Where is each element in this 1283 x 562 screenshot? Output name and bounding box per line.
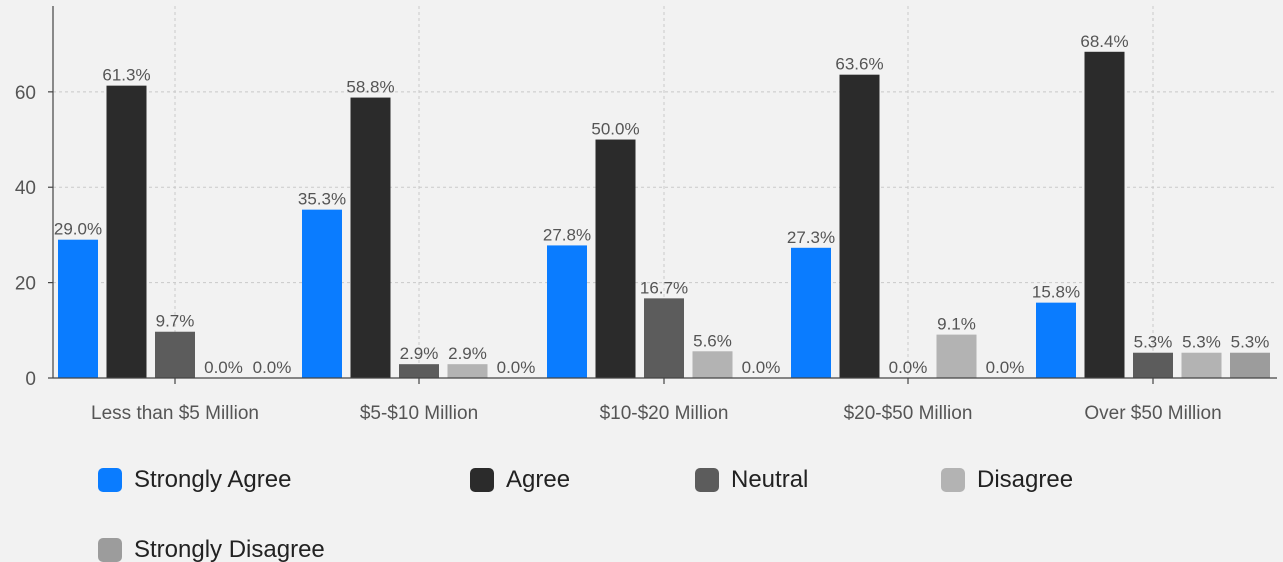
bar[interactable]: [302, 209, 342, 378]
bar[interactable]: [644, 298, 684, 378]
data-label: 0.0%: [889, 358, 928, 377]
data-label: 61.3%: [102, 66, 150, 85]
legend-swatch: [941, 468, 965, 492]
bar[interactable]: [1133, 352, 1173, 378]
data-label: 29.0%: [54, 220, 102, 239]
legend-item[interactable]: Neutral: [695, 458, 808, 502]
legend-label: Agree: [506, 466, 571, 493]
x-tick-label: Over $50 Million: [1084, 403, 1221, 424]
x-tick-label: $20-$50 Million: [844, 403, 973, 424]
y-tick-label: 40: [15, 178, 36, 199]
data-label: 50.0%: [591, 120, 639, 139]
data-label: 5.3%: [1182, 333, 1221, 352]
data-label: 0.0%: [742, 358, 781, 377]
legend-swatch: [98, 468, 122, 492]
bar[interactable]: [350, 97, 391, 379]
bar[interactable]: [547, 245, 587, 378]
data-label: 5.3%: [1134, 333, 1173, 352]
y-tick-label: 20: [15, 274, 36, 295]
legend-label: Neutral: [731, 466, 809, 493]
bar[interactable]: [839, 74, 880, 378]
legend-label: Strongly Disagree: [134, 536, 325, 562]
data-label: 27.3%: [787, 228, 835, 247]
legend-label: Disagree: [977, 466, 1074, 493]
legend-item[interactable]: Disagree: [941, 458, 1073, 502]
data-label: 27.8%: [543, 225, 591, 244]
data-label: 63.6%: [835, 55, 883, 74]
y-tick-label: 60: [15, 83, 36, 104]
data-label: 0.0%: [986, 358, 1025, 377]
bar[interactable]: [155, 331, 195, 378]
data-label: 15.8%: [1032, 283, 1080, 302]
bar[interactable]: [791, 247, 831, 378]
data-label: 0.0%: [204, 358, 243, 377]
legend-swatch: [470, 468, 494, 492]
data-label: 16.7%: [640, 278, 688, 297]
data-label: 2.9%: [448, 344, 487, 363]
bar[interactable]: [1230, 352, 1270, 378]
bar[interactable]: [1181, 352, 1222, 378]
legend-swatch: [695, 468, 719, 492]
bar[interactable]: [692, 351, 733, 378]
data-label: 68.4%: [1080, 32, 1128, 51]
data-label: 0.0%: [497, 358, 536, 377]
bar[interactable]: [399, 364, 439, 378]
data-label: 5.6%: [693, 331, 732, 350]
data-label: 35.3%: [298, 190, 346, 209]
data-label: 0.0%: [253, 358, 292, 377]
bar[interactable]: [58, 239, 98, 378]
bar[interactable]: [106, 85, 147, 379]
data-label: 5.3%: [1231, 333, 1270, 352]
bar[interactable]: [595, 139, 636, 378]
bar[interactable]: [1084, 51, 1125, 379]
legend-label: Strongly Agree: [134, 466, 292, 493]
bar[interactable]: [936, 334, 977, 378]
bar[interactable]: [1036, 302, 1076, 378]
x-tick-label: $5-$10 Million: [360, 403, 478, 424]
data-label: 9.7%: [156, 312, 195, 331]
bar[interactable]: [447, 364, 488, 378]
legend-swatch: [98, 538, 122, 562]
legend-item[interactable]: Strongly Disagree: [98, 528, 325, 562]
legend: Strongly Agree Agree Neutral Disagree Strong…: [0, 455, 1283, 562]
x-tick-label: $10-$20 Million: [600, 403, 729, 424]
data-label: 9.1%: [937, 315, 976, 334]
x-tick-label: Less than $5 Million: [91, 403, 259, 424]
y-tick-label: 0: [25, 369, 36, 390]
legend-item[interactable]: Strongly Agree: [98, 458, 291, 502]
legend-item[interactable]: Agree: [470, 458, 570, 502]
data-label: 58.8%: [346, 78, 394, 97]
data-label: 2.9%: [400, 344, 439, 363]
